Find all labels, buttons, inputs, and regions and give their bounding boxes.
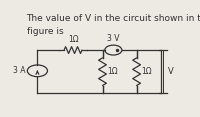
Text: 3 V: 3 V	[107, 34, 120, 43]
Text: 3 A: 3 A	[13, 66, 26, 75]
Text: figure is: figure is	[27, 27, 63, 36]
Text: The value of V in the circuit shown in the given: The value of V in the circuit shown in t…	[27, 15, 200, 24]
Text: V: V	[168, 67, 174, 76]
Text: 1Ω: 1Ω	[141, 67, 152, 76]
Text: 1Ω: 1Ω	[68, 35, 78, 44]
Text: 1Ω: 1Ω	[107, 67, 118, 76]
